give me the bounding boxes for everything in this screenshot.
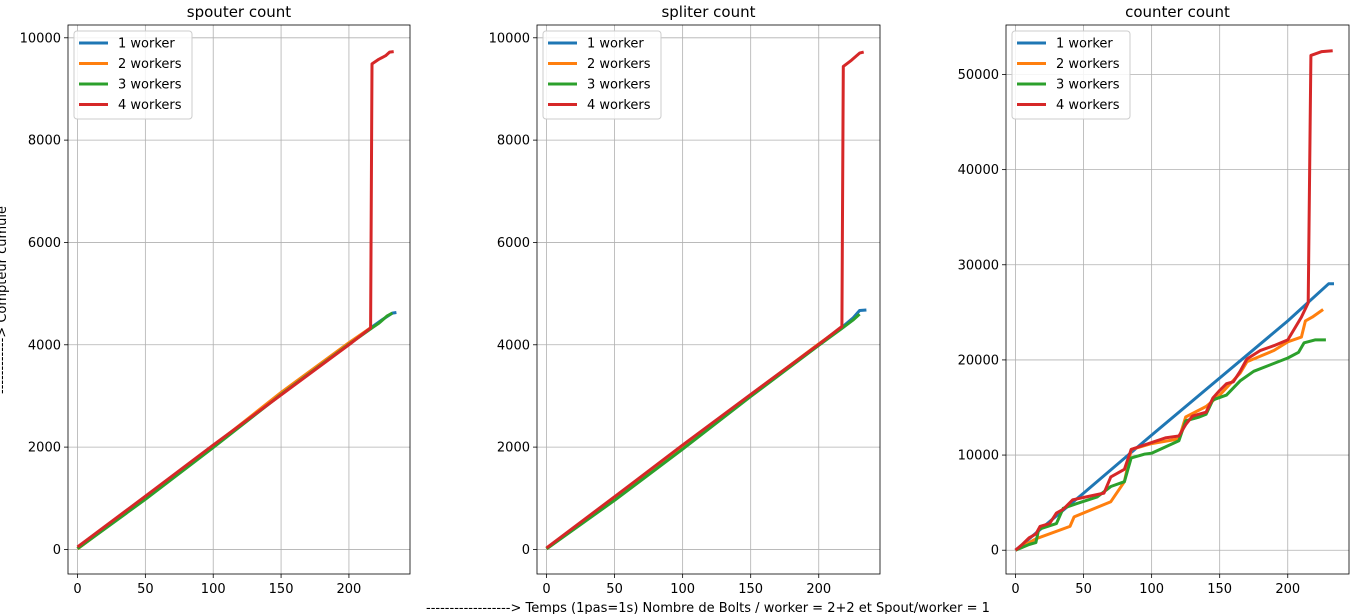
legend-entry: 1 worker <box>587 37 644 52</box>
x-tick-label: 50 <box>1075 582 1092 597</box>
legend: 1 worker 2 workers 3 workers 4 workers <box>1011 30 1131 120</box>
chart-title: counter count <box>1125 3 1230 21</box>
y-tick-label: 6000 <box>497 236 530 251</box>
x-tick-label: 0 <box>1011 582 1019 597</box>
legend: 1 worker 2 workers 3 workers 4 workers <box>73 30 193 120</box>
legend-box <box>1011 30 1131 120</box>
x-tick-label: 100 <box>1139 582 1164 597</box>
x-tick-label: 150 <box>1207 582 1232 597</box>
y-tick-label: 0 <box>991 544 999 559</box>
y-tick-label: 50000 <box>958 68 999 83</box>
legend-entry: 1 worker <box>1056 37 1113 52</box>
series-line-4 <box>1014 49 1333 552</box>
legend-entry: 3 workers <box>118 78 182 93</box>
y-tick-label: 40000 <box>958 163 999 178</box>
legend-entry: 1 worker <box>118 37 175 52</box>
y-tick-label: 4000 <box>497 338 530 353</box>
y-tick-label: 30000 <box>958 258 999 273</box>
y-tick-label: 2000 <box>497 441 530 456</box>
y-tick-label: 0 <box>522 543 530 558</box>
legend-box <box>542 30 662 120</box>
x-tick-label: 150 <box>269 582 294 597</box>
legend-box <box>73 30 193 120</box>
y-tick-label: 4000 <box>28 338 61 353</box>
legend-entry: 2 workers <box>1056 57 1120 72</box>
legend-entry: 4 workers <box>587 98 651 113</box>
series-line-4 <box>76 50 394 549</box>
y-tick-label: 6000 <box>28 236 61 251</box>
x-tick-label: 0 <box>542 582 550 597</box>
x-tick-label: 150 <box>738 582 763 597</box>
y-tick-label: 2000 <box>28 441 61 456</box>
x-tick-label: 200 <box>806 582 831 597</box>
legend-entry: 3 workers <box>587 78 651 93</box>
legend-entry: 3 workers <box>1056 78 1120 93</box>
x-tick-label: 100 <box>670 582 695 597</box>
series-line-2 <box>1014 308 1324 552</box>
legend-entry: 2 workers <box>118 57 182 72</box>
y-axis-label: ------------> Compteur cumulé <box>0 206 10 394</box>
y-tick-label: 10000 <box>958 449 999 464</box>
series-line-1 <box>1014 282 1334 552</box>
plot-frame <box>536 24 881 575</box>
legend: 1 worker 2 workers 3 workers 4 workers <box>542 30 662 120</box>
legend-entry: 2 workers <box>587 57 651 72</box>
chart-title: spouter count <box>187 3 292 21</box>
plot-frame <box>67 24 411 575</box>
y-tick-label: 10000 <box>20 31 61 46</box>
y-tick-label: 8000 <box>497 134 530 149</box>
chart-panel-3: counter count 0 50 100 150 200 0 10000 20000 3000… <box>958 3 1350 597</box>
y-tick-label: 20000 <box>958 353 999 368</box>
x-tick-label: 200 <box>1275 582 1300 597</box>
y-tick-label: 8000 <box>28 134 61 149</box>
y-tick-label: 10000 <box>489 31 530 46</box>
x-axis-label: ------------------> Temps (1pas=1s) Nomb… <box>426 601 990 614</box>
legend-entry: 4 workers <box>118 98 182 113</box>
x-tick-label: 50 <box>137 582 154 597</box>
chart-title: spliter count <box>661 3 755 21</box>
legend-entry: 4 workers <box>1056 98 1120 113</box>
y-tick-label: 0 <box>53 543 61 558</box>
x-tick-label: 200 <box>337 582 362 597</box>
x-tick-label: 100 <box>201 582 226 597</box>
x-tick-label: 50 <box>606 582 623 597</box>
x-tick-label: 0 <box>73 582 81 597</box>
plot-frame <box>1005 24 1350 575</box>
series-line-4 <box>545 50 865 550</box>
series-line-3 <box>1014 338 1326 552</box>
